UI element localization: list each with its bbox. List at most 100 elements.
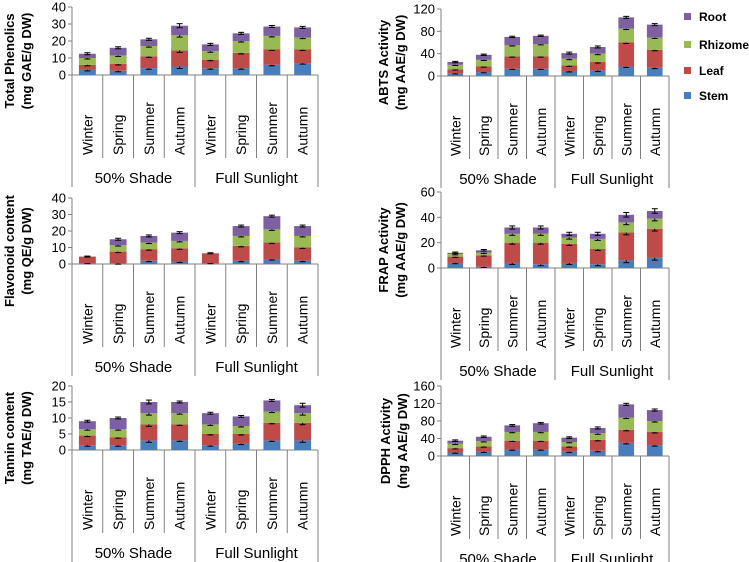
bar-segment-leaf [232, 245, 250, 261]
y-axis-title: (mg AAE/g DW) [393, 15, 408, 111]
bar-segment-leaf [201, 434, 219, 446]
bar-segment-leaf [171, 50, 189, 67]
x-category-label: Autumn [295, 107, 311, 155]
bar-segment-rhizome [140, 413, 158, 425]
x-category-label: Spring [476, 116, 492, 156]
bar-segment-stem [171, 66, 189, 75]
bar-segment-stem [532, 68, 549, 76]
x-category-label: Summer [141, 477, 157, 530]
x-group-label: Full Sunlight [215, 545, 298, 562]
bar-segment-root [294, 27, 312, 38]
bar-segment-leaf [561, 446, 578, 452]
bar-segment-root [646, 24, 663, 38]
x-category-label: Spring [110, 115, 126, 155]
bar-segment-stem [447, 73, 464, 76]
bar-segment-stem [618, 442, 635, 456]
bar-segment-rhizome [646, 37, 663, 50]
bar-segment-rhizome [589, 53, 606, 63]
bar-segment-root [263, 216, 281, 230]
bar-segment-stem [201, 68, 219, 75]
bar-segment-stem [232, 443, 250, 450]
bar-segment-rhizome [294, 37, 312, 50]
bar-segment-rhizome [504, 45, 521, 57]
x-category-label: Summer [618, 295, 634, 348]
bar-segment-rhizome [532, 44, 549, 57]
bar-segment-leaf [589, 249, 606, 265]
bar-segment-root [504, 227, 521, 234]
bar-segment-root [589, 233, 606, 239]
x-category-label: Autumn [295, 482, 311, 530]
bar-segment-stem [294, 440, 312, 450]
bar-segment-root [294, 405, 312, 414]
x-category-label: Winter [79, 303, 95, 344]
bar-segment-stem [140, 260, 158, 264]
y-tick-label: 30 [52, 207, 66, 222]
bar-segment-leaf [201, 59, 219, 69]
y-tick-label: 60 [421, 185, 435, 200]
bar-segment-leaf [618, 232, 635, 261]
bar-segment-rhizome [475, 59, 492, 67]
bar-segment-root [475, 250, 492, 253]
legend: Root Rhizome Leaf Stem [684, 10, 749, 103]
bar-segment-leaf [263, 49, 281, 65]
chart-panel-6: 0 40 80 120 160 Winter Spring Summer Autumn Winte… [378, 379, 670, 562]
bar-segment-leaf [232, 52, 250, 69]
bar-segment-rhizome [447, 254, 464, 257]
bar-segment-root [140, 39, 158, 47]
bar-segment-root [201, 44, 219, 52]
bar-segment-leaf [504, 56, 521, 69]
x-category-label: Winter [202, 489, 218, 530]
bar-segment-rhizome [589, 433, 606, 440]
bar-segment-leaf [504, 242, 521, 263]
bar-segment-root [171, 232, 189, 241]
y-tick-label: 20 [52, 34, 66, 49]
x-category-label: Autumn [647, 108, 663, 156]
bar-segment-rhizome [561, 58, 578, 66]
bar-segment-rhizome [140, 46, 158, 57]
x-category-label: Autumn [533, 108, 549, 156]
x-category-label: Autumn [295, 296, 311, 344]
x-category-label: Winter [561, 115, 577, 156]
bar-segment-root [646, 410, 663, 421]
bar-segment-stem [263, 259, 281, 264]
bar-segment-leaf [294, 49, 312, 64]
bar-segment-root [78, 53, 96, 58]
bar-segment-root [263, 400, 281, 412]
y-tick-label: 15 [52, 395, 66, 410]
bar-segment-stem [78, 69, 96, 75]
bar-segment-root [140, 402, 158, 414]
bar-segment-leaf [475, 446, 492, 452]
bar-segment-rhizome [171, 35, 189, 51]
y-tick-label: 40 [421, 46, 435, 61]
y-tick-label: 20 [52, 379, 66, 394]
y-tick-label: 0 [59, 257, 66, 272]
y-tick-label: 30 [52, 17, 66, 32]
bar-segment-stem [561, 451, 578, 456]
bar-segment-leaf [589, 439, 606, 451]
x-category-label: Spring [590, 496, 606, 536]
x-category-label: Winter [79, 489, 95, 530]
bar-segment-leaf [294, 247, 312, 261]
bar-segment-stem [109, 445, 127, 450]
bar-segment-stem [561, 262, 578, 268]
x-category-label: Summer [618, 483, 634, 536]
bar-segment-leaf [140, 424, 158, 441]
bar-segment-rhizome [263, 411, 281, 423]
legend-swatch-leaf [684, 67, 691, 74]
bar-segment-root [109, 418, 127, 430]
chart-panel-4: 0 20 40 60 Winter Spring Summer Autumn Winter Spr… [376, 185, 670, 380]
x-category-label: Summer [504, 295, 520, 348]
y-tick-label: 40 [421, 431, 435, 446]
bar-segment-leaf [294, 422, 312, 441]
x-group-label: 50% Shade [459, 551, 537, 562]
bar-segment-leaf [646, 431, 663, 446]
y-tick-label: 10 [52, 240, 66, 255]
x-category-label: Autumn [533, 300, 549, 348]
bar-segment-stem [475, 72, 492, 76]
chart-panel-2: 0 40 80 120 Winter Spring Summer Autumn Winter Sp… [376, 2, 670, 188]
bar-segment-rhizome [78, 429, 96, 436]
x-category-label: Winter [561, 495, 577, 536]
bar-segment-leaf [171, 424, 189, 441]
legend-label: Stem [699, 89, 728, 103]
bar-segment-leaf [447, 448, 464, 453]
